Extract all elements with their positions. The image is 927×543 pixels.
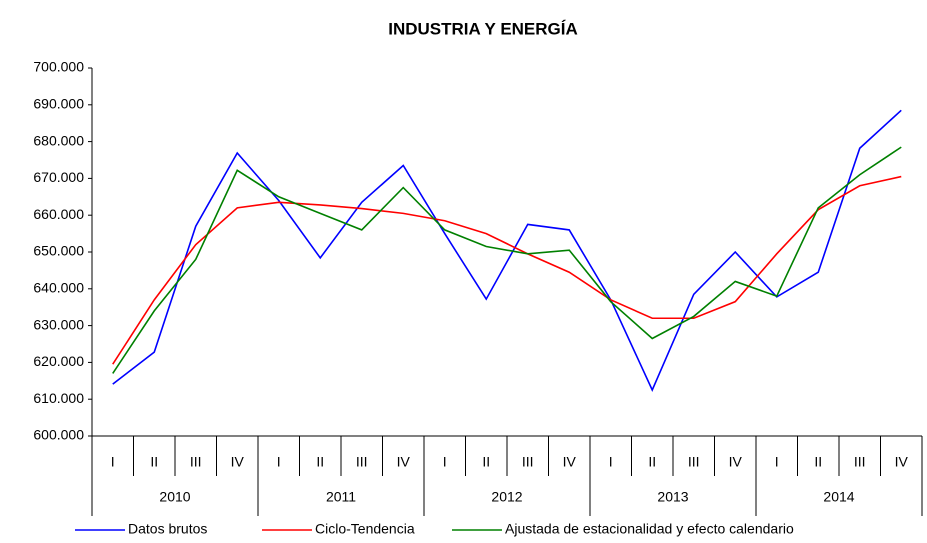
x-tick-label: II <box>316 454 324 470</box>
y-tick-label: 650.000 <box>33 243 84 259</box>
series-line <box>112 146 902 374</box>
y-tick-label: 690.000 <box>33 96 84 112</box>
x-tick-label: III <box>522 454 534 470</box>
y-tick-label: 600.000 <box>33 427 84 443</box>
x-tick-label: I <box>775 454 779 470</box>
x-tick-label: III <box>688 454 700 470</box>
x-tick-label: I <box>609 454 613 470</box>
y-tick-label: 610.000 <box>33 390 84 406</box>
x-tick-label: IV <box>895 454 909 470</box>
x-tick-label: I <box>277 454 281 470</box>
legend-label: Ajustada de estacionalidad y efecto cale… <box>505 521 794 537</box>
x-tick-label: III <box>356 454 368 470</box>
x-tick-label: I <box>443 454 447 470</box>
x-group-label: 2013 <box>657 489 688 505</box>
x-group-label: 2012 <box>491 489 522 505</box>
y-tick-label: 700.000 <box>33 59 84 75</box>
chart-title: INDUSTRIA Y ENERGÍA <box>388 19 578 38</box>
x-tick-label: I <box>111 454 115 470</box>
x-tick-label: IV <box>563 454 577 470</box>
x-tick-label: II <box>814 454 822 470</box>
x-tick-label: III <box>190 454 202 470</box>
x-tick-label: IV <box>397 454 411 470</box>
x-group-label: 2011 <box>326 489 356 505</box>
series-line <box>112 175 902 365</box>
x-tick-label: II <box>648 454 656 470</box>
y-tick-label: 640.000 <box>33 280 84 296</box>
x-tick-label: III <box>854 454 866 470</box>
x-group-label: 2010 <box>159 489 190 505</box>
x-tick-label: IV <box>231 454 245 470</box>
y-tick-label: 660.000 <box>33 206 84 222</box>
x-group-label: 2014 <box>823 489 854 505</box>
x-tick-label: II <box>482 454 490 470</box>
legend-label: Datos brutos <box>128 521 207 537</box>
x-tick-label: II <box>150 454 158 470</box>
series-line <box>112 109 902 392</box>
y-tick-label: 670.000 <box>33 169 84 185</box>
x-tick-label: IV <box>729 454 743 470</box>
y-tick-label: 620.000 <box>33 353 84 369</box>
legend-label: Ciclo-Tendencia <box>315 521 415 537</box>
y-tick-label: 680.000 <box>33 132 84 148</box>
y-tick-label: 630.000 <box>33 316 84 332</box>
